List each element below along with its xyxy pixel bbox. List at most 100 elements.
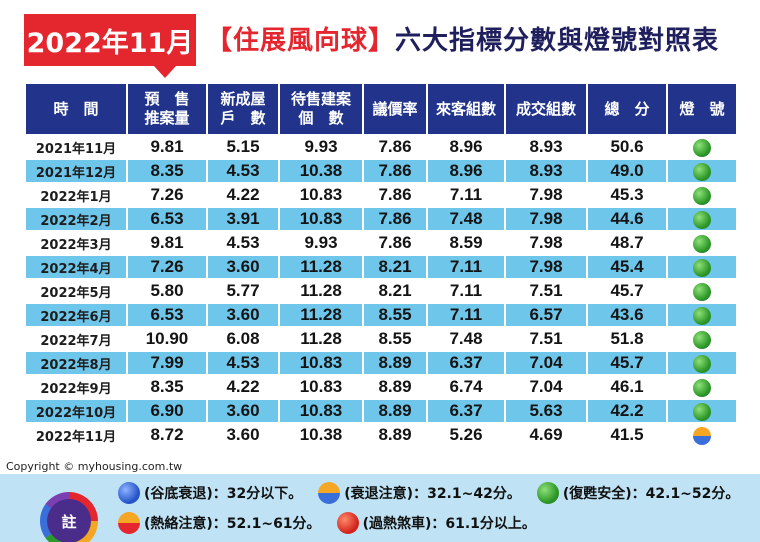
score-cell: 7.86	[364, 232, 426, 254]
month-cell: 2022年5月	[26, 280, 126, 302]
score-cell: 8.93	[506, 136, 586, 158]
month-cell: 2022年6月	[26, 304, 126, 326]
score-cell: 7.99	[128, 352, 206, 374]
legend-item: (過熱煞車)：61.1分以上。	[336, 512, 536, 534]
score-cell: 9.81	[128, 136, 206, 158]
score-cell: 8.89	[364, 424, 426, 446]
score-cell: 10.83	[280, 352, 362, 374]
score-cell: 7.86	[364, 160, 426, 182]
light-cell	[668, 424, 736, 446]
score-cell: 6.53	[128, 208, 206, 230]
column-header: 成交組數	[506, 84, 586, 134]
column-header: 新成屋戶 數	[208, 84, 278, 134]
signal-light-icon	[693, 210, 711, 229]
total-cell: 49.0	[588, 160, 666, 182]
total-cell: 41.5	[588, 424, 666, 446]
title-rest: 六大指標分數與燈號對照表	[395, 26, 720, 56]
score-cell: 5.15	[208, 136, 278, 158]
month-cell: 2022年9月	[26, 376, 126, 398]
table-row: 2022年10月 6.90 3.60 10.83 8.89 6.37 5.63 42.2	[26, 400, 736, 422]
table-body: 2021年11月 9.81 5.15 9.93 7.86 8.96 8.93 50.6 2021…	[26, 136, 736, 446]
signal-light-icon	[118, 482, 140, 504]
score-cell: 3.60	[208, 256, 278, 278]
legend-item: (復甦安全)：42.1~52分。	[536, 482, 739, 504]
score-cell: 11.28	[280, 256, 362, 278]
table-row: 2022年9月 8.35 4.22 10.83 8.89 6.74 7.04 46.1	[26, 376, 736, 398]
score-cell: 9.81	[128, 232, 206, 254]
score-cell: 7.98	[506, 208, 586, 230]
month-cell: 2022年8月	[26, 352, 126, 374]
title-bracket: 【住展風向球】	[206, 26, 396, 56]
score-cell: 7.86	[364, 136, 426, 158]
score-cell: 8.93	[506, 160, 586, 182]
table-row: 2021年11月 9.81 5.15 9.93 7.86 8.96 8.93 50.6	[26, 136, 736, 158]
score-cell: 3.91	[208, 208, 278, 230]
light-cell	[668, 136, 736, 158]
page-title: 【住展風向球】六大指標分數與燈號對照表	[206, 20, 719, 57]
light-cell	[668, 376, 736, 398]
score-cell: 7.51	[506, 280, 586, 302]
table-row: 2022年1月 7.26 4.22 10.83 7.86 7.11 7.98 45.3	[26, 184, 736, 206]
note-label: 註	[47, 499, 91, 542]
signal-light-icon	[318, 482, 341, 504]
month-cell: 2022年3月	[26, 232, 126, 254]
total-cell: 46.1	[588, 376, 666, 398]
copyright-text: Copyright © myhousing.com.tw	[4, 460, 185, 473]
column-header: 總 分	[588, 84, 666, 134]
score-cell: 6.57	[506, 304, 586, 326]
month-cell: 2022年7月	[26, 328, 126, 350]
score-cell: 4.53	[208, 232, 278, 254]
table-header-row: 時 間預 售推案量 新成屋戶 數待售建案個 數議價率 來客組數 成交組數總 分燈 號	[26, 84, 736, 134]
column-header: 來客組數	[428, 84, 504, 134]
score-cell: 6.90	[128, 400, 206, 422]
total-cell: 45.4	[588, 256, 666, 278]
score-cell: 10.83	[280, 184, 362, 206]
score-cell: 10.38	[280, 160, 362, 182]
score-cell: 7.26	[128, 256, 206, 278]
light-cell	[668, 160, 736, 182]
month-cell: 2021年12月	[26, 160, 126, 182]
column-header: 燈 號	[668, 84, 736, 134]
score-cell: 7.11	[428, 256, 504, 278]
legend-row-1: (谷底衰退)：32分以下。 (衰退注意)：32.1~42分。 (復甦安全)：42.1…	[118, 482, 749, 504]
legend-text: (過熱煞車)：61.1分以上。	[362, 516, 536, 532]
light-cell	[668, 208, 736, 230]
total-cell: 51.8	[588, 328, 666, 350]
score-cell: 6.53	[128, 304, 206, 326]
signal-light-icon	[693, 138, 711, 157]
score-cell: 10.83	[280, 376, 362, 398]
signal-light-icon	[693, 426, 711, 445]
signal-light-icon	[693, 306, 711, 325]
legend-row-2: (熱絡注意)：52.1~61分。 (過熱煞車)：61.1分以上。	[118, 512, 546, 534]
total-cell: 48.7	[588, 232, 666, 254]
table-row: 2022年4月 7.26 3.60 11.28 8.21 7.11 7.98 45.4	[26, 256, 736, 278]
signal-light-icon	[693, 186, 711, 205]
table-row: 2022年6月 6.53 3.60 11.28 8.55 7.11 6.57 43.6	[26, 304, 736, 326]
signal-light-icon	[336, 512, 359, 534]
date-badge: 2022年11月	[24, 14, 196, 78]
score-cell: 6.74	[428, 376, 504, 398]
light-cell	[668, 400, 736, 422]
score-cell: 4.53	[208, 352, 278, 374]
score-cell: 10.38	[280, 424, 362, 446]
total-cell: 45.3	[588, 184, 666, 206]
month-cell: 2022年1月	[26, 184, 126, 206]
light-cell	[668, 304, 736, 326]
score-cell: 5.80	[128, 280, 206, 302]
signal-light-icon	[693, 282, 711, 301]
light-cell	[668, 256, 736, 278]
signal-light-icon	[118, 512, 140, 534]
signal-light-icon	[693, 330, 711, 349]
score-cell: 7.51	[506, 328, 586, 350]
legend-text: (衰退注意)：32.1~42分。	[344, 486, 521, 502]
score-cell: 5.63	[506, 400, 586, 422]
score-cell: 7.48	[428, 328, 504, 350]
table-row: 2021年12月 8.35 4.53 10.38 7.86 8.96 8.93 49.0	[26, 160, 736, 182]
score-cell: 7.11	[428, 280, 504, 302]
signal-light-icon	[693, 162, 711, 181]
legend-panel: 註 (谷底衰退)：32分以下。 (衰退注意)：32.1~42分。 (復甦安全)：42…	[0, 474, 760, 542]
legend-text: (谷底衰退)：32分以下。	[144, 486, 303, 502]
note-badge: 註	[40, 492, 98, 542]
score-cell: 8.89	[364, 376, 426, 398]
signal-light-icon	[693, 258, 711, 277]
